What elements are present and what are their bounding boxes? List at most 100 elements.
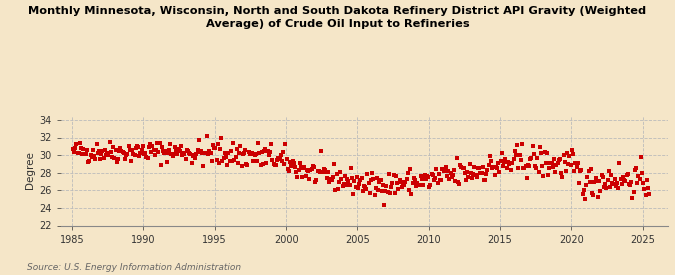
Point [400, 180, 411, 184]
Point [263, 152, 274, 157]
Point [242, 163, 253, 167]
Point [190, 156, 200, 161]
Point [324, 179, 335, 184]
Point [385, 191, 396, 195]
Point [163, 147, 174, 152]
Point [101, 153, 111, 157]
Point [494, 170, 505, 175]
Point [143, 145, 154, 150]
Point [141, 155, 152, 160]
Point [182, 148, 192, 153]
Point [552, 161, 563, 165]
Point [317, 169, 327, 174]
Point [597, 175, 608, 179]
Point [464, 162, 475, 166]
Point [79, 152, 90, 156]
Point [624, 182, 635, 187]
Point [500, 157, 511, 161]
Point [266, 142, 277, 147]
Point [463, 175, 474, 180]
Point [159, 151, 169, 155]
Point [643, 186, 653, 190]
Point [108, 145, 119, 149]
Point [383, 172, 394, 177]
Point [545, 161, 556, 165]
Point [312, 169, 323, 173]
Point [99, 155, 109, 160]
Point [185, 152, 196, 156]
Point [238, 151, 249, 156]
Point [510, 153, 521, 157]
Point [481, 172, 491, 176]
Point [638, 180, 649, 185]
Point [367, 170, 377, 175]
Point [299, 165, 310, 170]
Point [86, 155, 97, 159]
Point [627, 196, 638, 201]
Point [213, 161, 224, 166]
Point [111, 160, 122, 164]
Point [410, 178, 421, 182]
Point [133, 144, 144, 149]
Point [416, 174, 427, 178]
Point [163, 150, 173, 155]
Point [485, 154, 495, 158]
Point [304, 177, 315, 181]
Point [263, 148, 273, 153]
Point [136, 148, 147, 152]
Point [446, 171, 456, 175]
Point [330, 187, 341, 192]
Point [510, 149, 520, 154]
Point [639, 187, 650, 191]
Point [115, 145, 126, 150]
Point [580, 183, 591, 188]
Point [363, 181, 374, 185]
Point [585, 167, 596, 172]
Point [337, 184, 348, 188]
Point [327, 178, 338, 183]
Point [454, 182, 464, 186]
Point [338, 182, 349, 186]
Point [174, 149, 185, 153]
Point [313, 169, 324, 174]
Point [603, 169, 614, 174]
Point [605, 184, 616, 189]
Point [616, 182, 627, 187]
Point [621, 172, 632, 177]
Point [134, 154, 144, 158]
Point [211, 158, 222, 162]
Point [436, 177, 447, 182]
Point [344, 183, 355, 187]
Point [331, 172, 342, 176]
Point [594, 179, 605, 184]
Point [104, 140, 115, 144]
Point [74, 141, 85, 145]
Point [424, 185, 435, 189]
Point [558, 152, 569, 157]
Point [570, 161, 580, 165]
Point [412, 181, 423, 185]
Point [325, 176, 336, 181]
Point [591, 179, 602, 184]
Point [204, 149, 215, 153]
Point [547, 165, 558, 169]
Point [565, 163, 576, 167]
Point [550, 170, 561, 174]
Point [280, 141, 291, 146]
Point [165, 142, 176, 146]
Point [315, 169, 325, 174]
Point [507, 161, 518, 165]
Point [392, 181, 402, 186]
Point [535, 145, 545, 150]
Point [477, 165, 488, 169]
Point [626, 180, 637, 185]
Point [482, 167, 493, 172]
Point [200, 150, 211, 155]
Point [70, 146, 80, 150]
Point [432, 181, 443, 186]
Point [197, 151, 208, 156]
Point [448, 172, 458, 177]
Point [557, 175, 568, 179]
Point [571, 165, 582, 169]
Point [393, 187, 404, 192]
